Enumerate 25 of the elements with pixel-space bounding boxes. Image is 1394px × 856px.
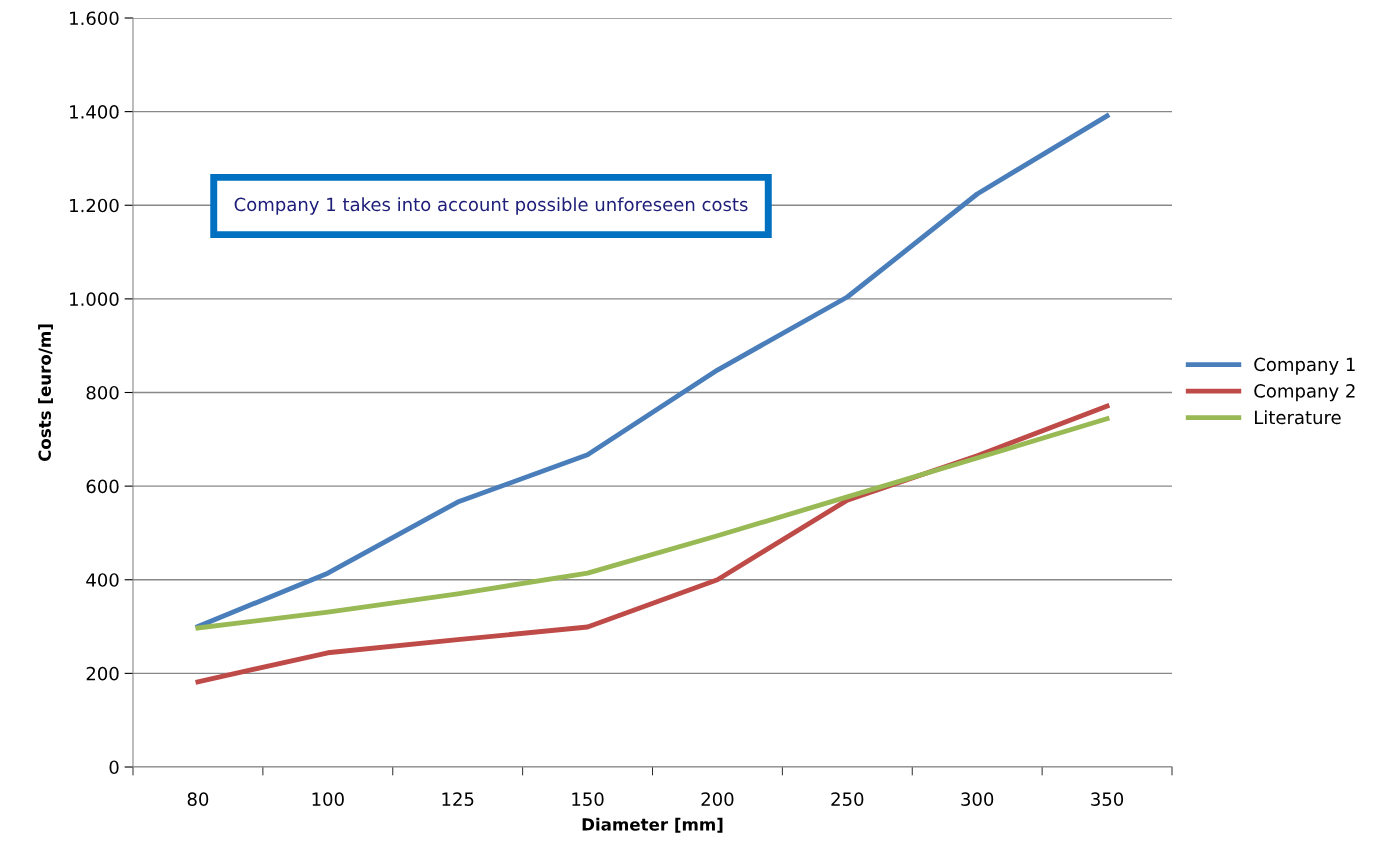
x-tick-label: 150: [572, 792, 604, 806]
y-tick-label: 0: [109, 760, 119, 775]
y-tick-label: 200: [86, 666, 119, 681]
y-tick-label: 400: [86, 573, 119, 587]
x-tick-label: 125: [442, 792, 474, 806]
y-tick-label: 600: [86, 479, 119, 494]
legend-label: Company 2: [1254, 384, 1355, 402]
x-axis-title: Diameter [mm]: [582, 817, 723, 833]
x-tick-label: 200: [701, 792, 734, 806]
annotation: Company 1 takes into account possible unforeseen costs: [234, 197, 748, 215]
x-tick-label: 350: [1091, 792, 1124, 806]
y-tick-label: 1.400: [70, 105, 119, 119]
line-series: [195, 113, 1110, 629]
y-tick-label: 1.200: [70, 198, 119, 213]
y-tick-label: 1.600: [70, 11, 119, 26]
line-series: [195, 416, 1110, 631]
y-tick-label: 800: [86, 385, 119, 400]
x-tick-label: 250: [831, 792, 864, 806]
legend-label: Company 1: [1254, 357, 1355, 375]
x-tick-label: 80: [187, 792, 209, 806]
y-axis-title: Costs [euro/m]: [38, 324, 53, 462]
y-tick-label: 1.000: [70, 292, 119, 306]
legend-label: Literature: [1255, 410, 1341, 425]
x-tick-label: 300: [961, 792, 994, 806]
x-tick-label: 100: [312, 792, 344, 806]
